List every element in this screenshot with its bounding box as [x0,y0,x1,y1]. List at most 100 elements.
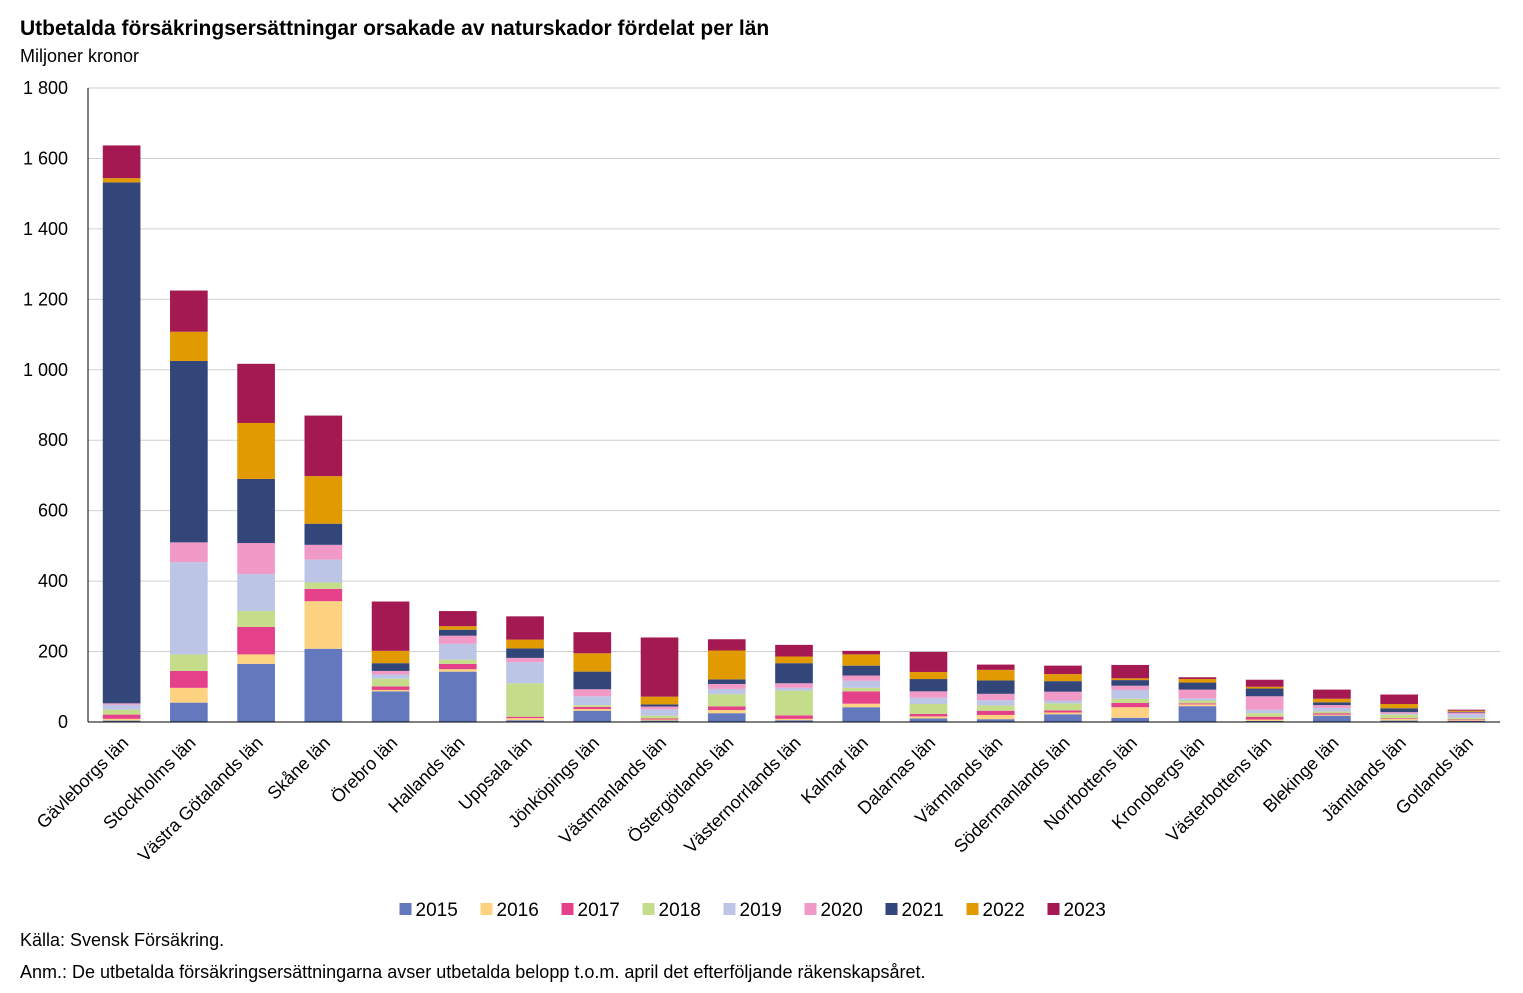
bar-segment-2022 [371,650,410,664]
bar-segment-2017 [909,713,948,717]
bar-segment-2023 [775,644,813,657]
bar-segment-2017 [1111,702,1150,708]
bar-segment-2016 [976,714,1015,720]
bar-segment-2015 [102,720,141,722]
footnote: Anm.: De utbetalda försäkringsersättning… [20,962,926,982]
bar-segment-2019 [775,687,813,691]
bar-segment-2017 [640,718,679,720]
bar-segment-2021 [1380,708,1418,713]
bar-segment-2023 [506,616,544,640]
bar-segment-2021 [237,478,275,544]
bar-segment-2015 [438,671,477,722]
bar-segment-2017 [707,706,746,711]
bar-stack [237,363,275,722]
bar-segment-2023 [1111,664,1150,679]
bar-segment-2015 [775,720,813,722]
bar-segment-2021 [1313,702,1351,706]
bar-segment-2016 [1044,712,1082,715]
bar-segment-2021 [976,680,1015,694]
bar-segment-2021 [371,663,410,671]
bar-segment-2023 [1380,694,1418,705]
bar-segment-2018 [1044,703,1082,711]
legend-swatch [642,903,655,915]
bar-stack [707,639,746,722]
bar-segment-2019 [371,674,410,679]
bar-segment-2018 [842,687,881,692]
bar-stack [304,415,343,722]
bar-segment-2023 [1044,665,1082,675]
bar-segment-2016 [170,687,208,703]
bar-segment-2018 [102,709,141,715]
bar-segment-2021 [707,679,746,684]
x-category-label: Skåne län [263,733,334,804]
bar-segment-2021 [506,648,544,658]
bar-segment-2023 [640,637,679,697]
y-tick-label: 200 [38,642,68,662]
bar-segment-2015 [909,718,948,722]
legend-label: 2019 [740,900,782,921]
bar-segment-2023 [438,611,477,627]
bar-segment-2021 [573,671,612,690]
bar-stack [1245,679,1284,722]
bar-segment-2022 [775,656,813,664]
x-category-label: Västernorrlands län [680,733,805,858]
y-tick-label: 800 [38,430,68,450]
bar-segment-2020 [1313,705,1351,708]
bar-segment-2020 [640,706,679,710]
bar-segment-2019 [1178,698,1217,701]
bar-segment-2019 [1447,714,1486,718]
bar-segment-2021 [640,704,679,707]
bar-segment-2015 [707,713,746,722]
bar-segment-2016 [304,601,343,649]
bar-segment-2022 [1044,674,1082,682]
bar-segment-2022 [1380,704,1418,709]
bar-segment-2020 [170,542,208,563]
bar-segment-2016 [506,718,544,721]
bar-segment-2015 [842,707,881,722]
bar-segment-2023 [707,639,746,651]
bar-segment-2018 [775,690,813,716]
bar-segment-2018 [573,705,612,707]
y-tick-label: 600 [38,501,68,521]
bar-segment-2016 [909,716,948,719]
legend-item-2017: 2017 [561,900,620,921]
bar-segment-2022 [707,650,746,680]
bar-segment-2015 [304,648,343,722]
bar-segment-2023 [1313,689,1351,699]
bar-segment-2017 [237,626,275,655]
bar-segment-2020 [707,683,746,689]
legend-swatch [885,903,898,915]
legend-label: 2021 [902,900,944,921]
bar-segment-2022 [438,626,477,630]
bars [102,145,1486,722]
y-tick-label: 1 000 [23,360,68,380]
axes [87,88,1500,723]
bar-segment-2015 [1313,715,1351,722]
bar-segment-2020 [102,703,141,705]
bar-segment-2018 [1245,713,1284,717]
bar-segment-2015 [506,720,544,722]
bar-segment-2018 [304,582,343,589]
legend-swatch [723,903,736,915]
bar-segment-2020 [1044,691,1082,701]
bar-segment-2019 [438,643,477,660]
bar-segment-2020 [1380,712,1418,714]
bar-segment-2017 [1245,716,1284,720]
chart-title: Utbetalda försäkringsersättningar orsaka… [20,17,770,40]
bar-segment-2018 [640,715,679,719]
y-tick-label: 0 [58,712,68,732]
bar-segment-2022 [640,696,679,705]
bar-segment-2022 [573,653,612,672]
bar-segment-2016 [707,710,746,714]
bar-segment-2015 [371,691,410,722]
bar-segment-2018 [1313,711,1351,714]
bar-segment-2019 [102,704,141,710]
bar-segment-2018 [371,678,410,687]
bar-segment-2021 [1178,682,1217,690]
bar-segment-2016 [573,708,612,711]
bar-segment-2016 [640,719,679,721]
legend-item-2015: 2015 [399,900,458,921]
bar-stack [842,650,881,722]
bar-segment-2017 [976,710,1015,715]
